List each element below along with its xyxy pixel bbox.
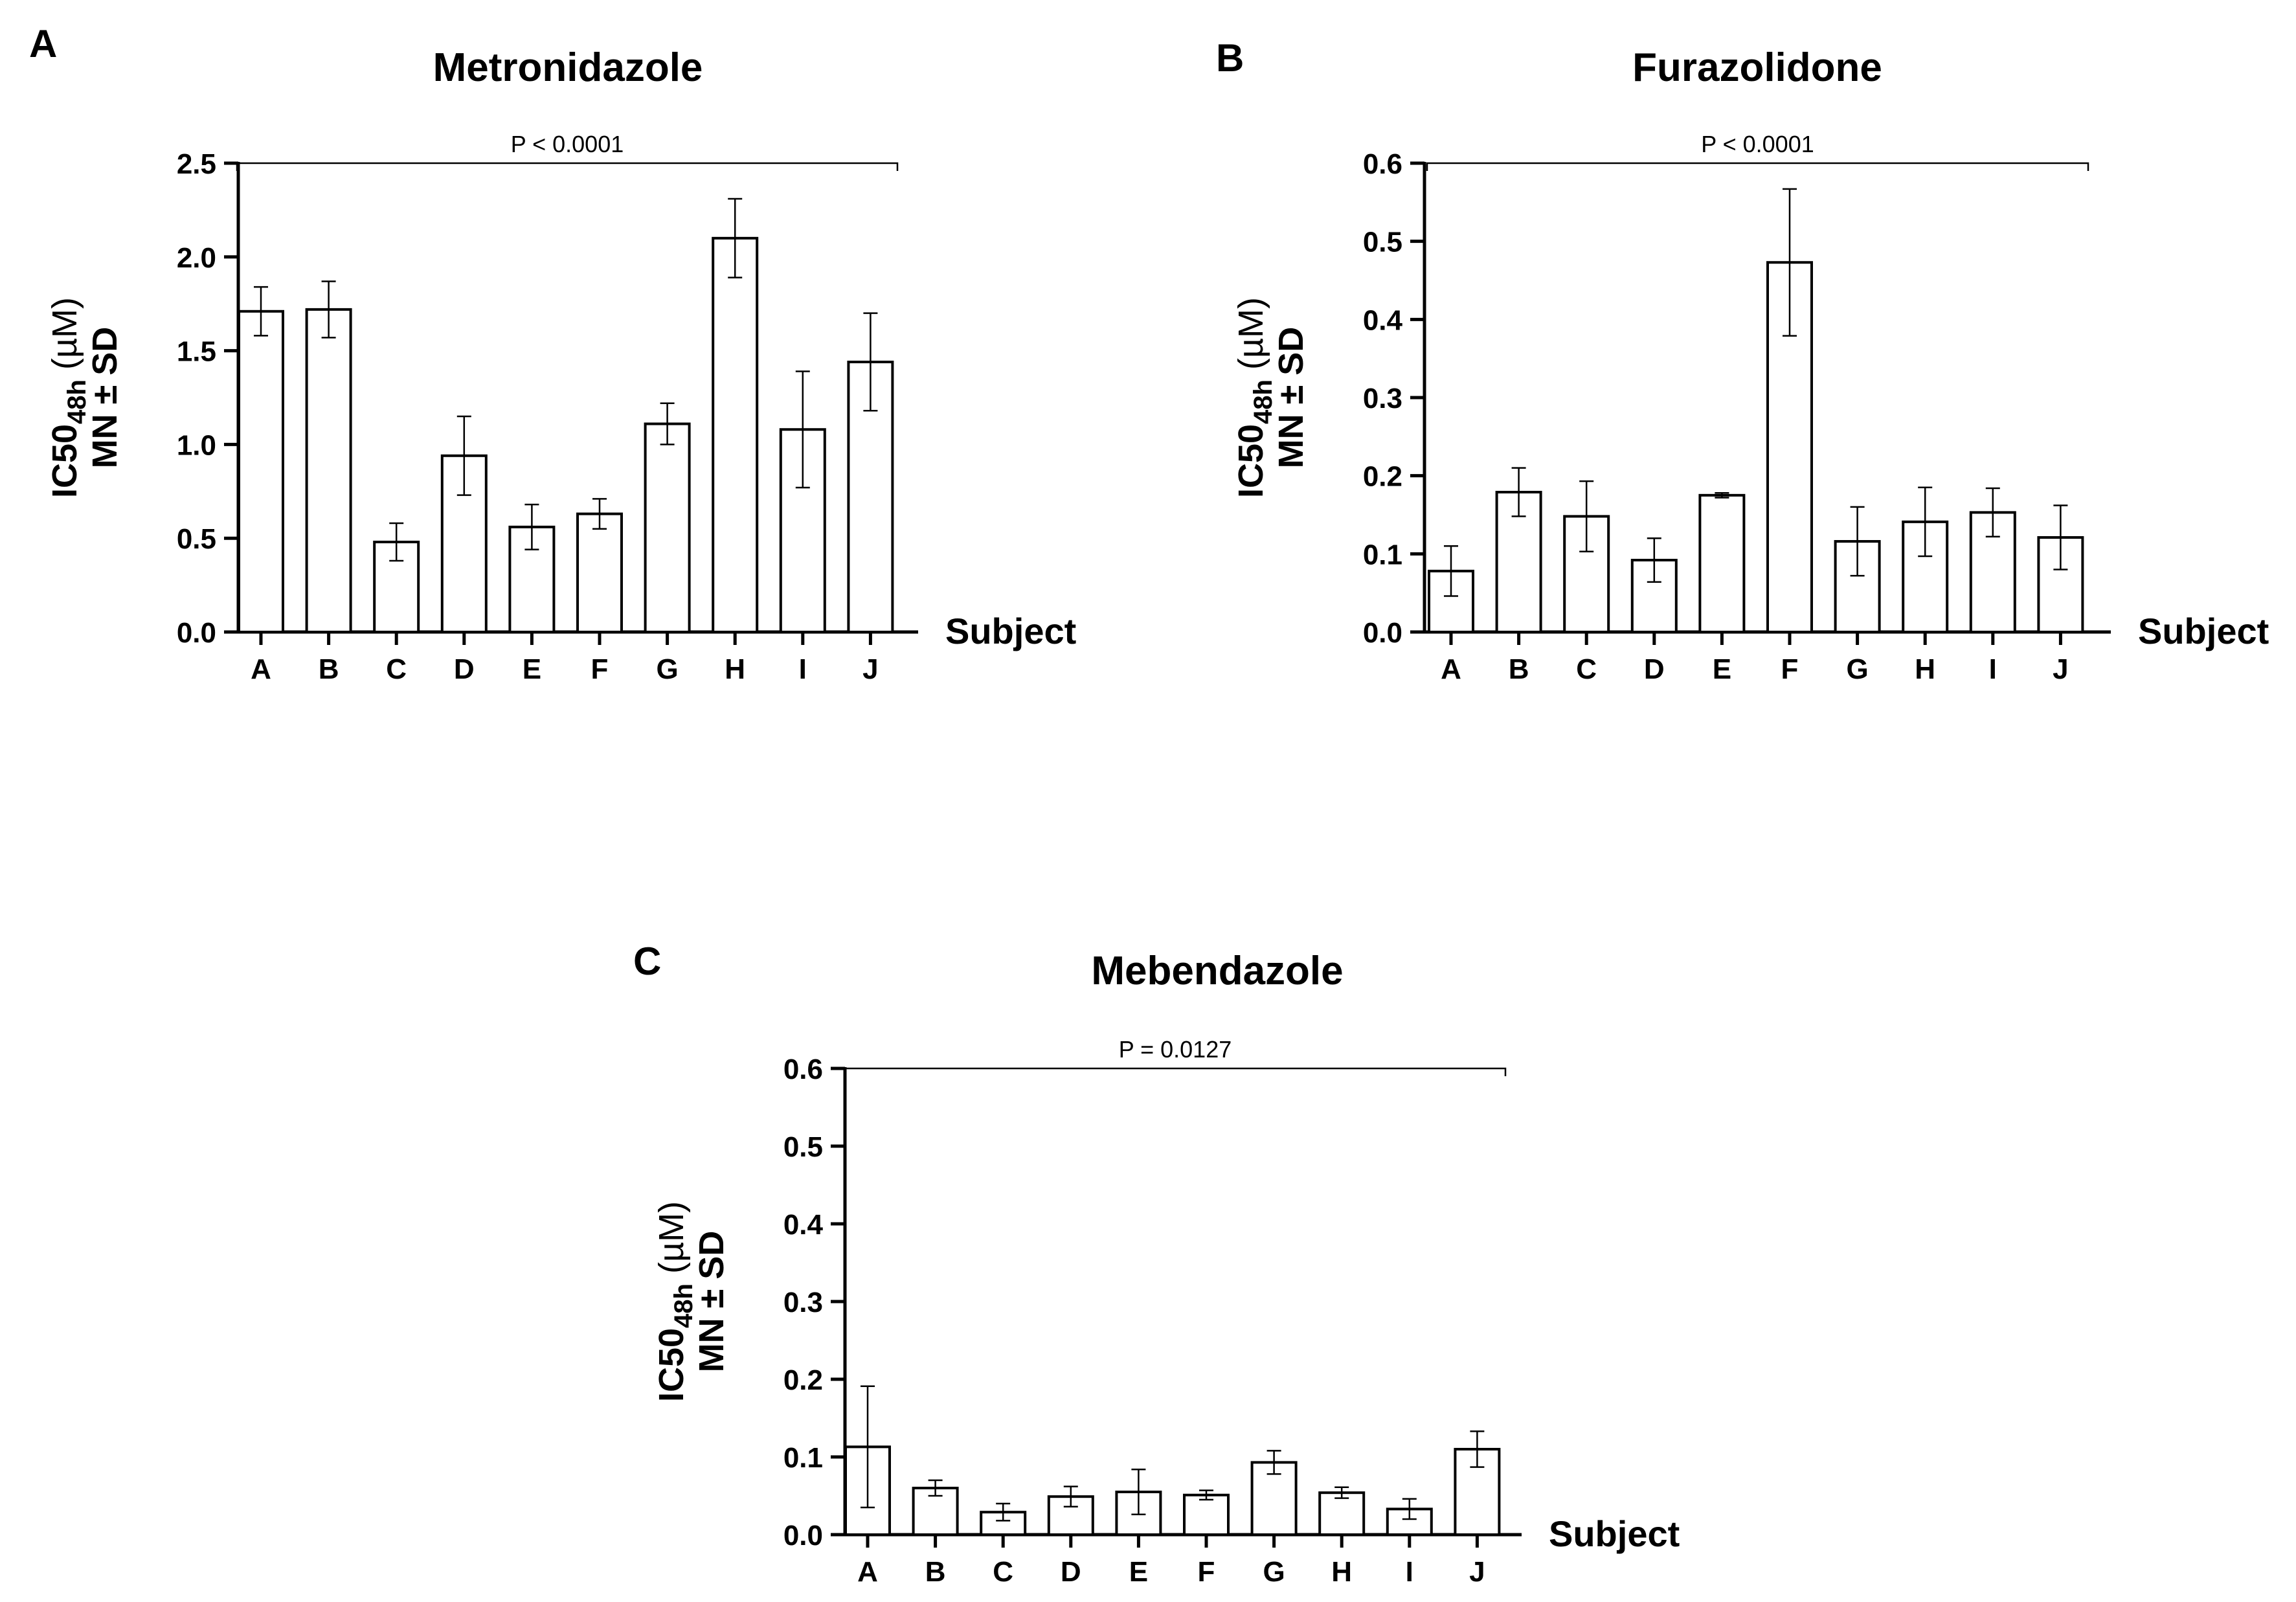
x-tick-label: H [1331, 1556, 1352, 1588]
chart-title: Mebendazole [1091, 949, 1343, 993]
panel-label: B [1216, 36, 1244, 80]
x-axis-title: Subject [945, 611, 1076, 651]
y-axis-title-line1: IC5048h (µM) [45, 297, 91, 498]
y-tick-label: 0.0 [177, 617, 216, 649]
y-label-main: IC50 [1232, 424, 1270, 498]
y-tick-label: 0.6 [1363, 148, 1402, 180]
y-label-subscript: 48h [63, 379, 91, 424]
y-axis-title-line2: MN ± SD [1272, 327, 1311, 469]
y-axis-title-line1: IC5048h (µM) [652, 1201, 698, 1402]
y-tick-label: 1.0 [177, 429, 216, 461]
x-tick-label: J [2053, 653, 2068, 685]
y-tick-label: 0.4 [1363, 304, 1403, 336]
bar-g [644, 422, 691, 633]
y-axis-title-line2: MN ± SD [692, 1231, 731, 1373]
x-tick-label: H [725, 653, 745, 685]
y-label-main: IC50 [45, 424, 84, 498]
y-tick-label: 0.1 [1363, 539, 1402, 570]
x-tick-label: H [1915, 653, 1935, 685]
y-label-subscript: 48h [1249, 379, 1277, 424]
x-axis-title: Subject [1549, 1513, 1680, 1554]
y-tick-label: 2.5 [177, 148, 216, 180]
x-tick-label: D [1644, 653, 1665, 685]
x-tick-label: J [1469, 1556, 1485, 1588]
bar-f [576, 512, 623, 633]
x-tick-label: F [1198, 1556, 1215, 1588]
x-tick-label: C [386, 653, 407, 685]
chart-panel-a: A Metronidazole 0.0 0.5 1.0 1.5 2.0 2.5 A B C D E F G H… [29, 22, 1076, 685]
x-tick-label: E [523, 653, 541, 685]
x-tick-label: J [862, 653, 878, 685]
significance-bracket [844, 1067, 1507, 1076]
chart-title: Metronidazole [433, 45, 703, 90]
x-tick-label: F [1781, 653, 1799, 685]
x-tick-label: C [1576, 653, 1597, 685]
y-tick-label: 0.0 [783, 1520, 823, 1551]
chart-panel-b: B Furazolidone 0.0 0.1 0.2 0.3 0.4 0.5 0.6 A B C D E F… [1216, 36, 2269, 685]
significance-bracket [1426, 162, 2089, 171]
significance-text: P = 0.0127 [1119, 1036, 1232, 1063]
y-label-unit: (µM) [1232, 297, 1270, 379]
y-label-unit: (µM) [652, 1201, 691, 1283]
x-tick-label: F [591, 653, 609, 685]
y-label-unit: (µM) [45, 297, 84, 379]
x-tick-label: I [1989, 653, 1997, 685]
y-tick-label: 0.3 [1363, 383, 1402, 414]
panel-label: A [29, 22, 57, 65]
y-tick-label: 0.0 [1363, 617, 1402, 649]
y-axis-title: IC5048h (µM) MN ± SD [652, 1201, 731, 1402]
x-tick-label: E [1713, 653, 1731, 685]
x-tick-label: A [857, 1556, 878, 1588]
significance-bracket [236, 162, 899, 171]
x-tick-label: G [1263, 1556, 1285, 1588]
y-tick-label: 0.2 [783, 1364, 823, 1396]
chart-title: Furazolidone [1632, 45, 1882, 90]
x-tick-label: E [1129, 1556, 1148, 1588]
y-tick-label: 0.5 [177, 523, 216, 555]
bar-h [1318, 1491, 1366, 1536]
y-tick-label: 0.5 [783, 1131, 823, 1163]
y-tick-label: 0.4 [783, 1209, 824, 1241]
y-tick-label: 2.0 [177, 242, 216, 274]
x-tick-label: B [319, 653, 339, 685]
x-tick-label: D [454, 653, 475, 685]
significance-text: P < 0.0001 [511, 131, 624, 157]
bar-b [305, 308, 352, 633]
x-tick-label: I [799, 653, 807, 685]
x-tick-label: B [1509, 653, 1529, 685]
y-axis-title: IC5048h (µM) MN ± SD [1232, 297, 1311, 498]
x-tick-label: D [1061, 1556, 1081, 1588]
bar-f [1183, 1493, 1230, 1537]
panel-label: C [633, 940, 661, 983]
x-tick-label: G [1846, 653, 1868, 685]
y-tick-label: 0.6 [783, 1054, 823, 1085]
y-axis-title-line1: IC5048h (µM) [1232, 297, 1277, 498]
y-axis-title-line2: MN ± SD [85, 327, 124, 469]
y-tick-label: 0.5 [1363, 227, 1402, 258]
bar-a [238, 310, 284, 633]
y-label-main: IC50 [652, 1328, 691, 1402]
x-tick-label: A [251, 653, 271, 685]
x-tick-label: A [1441, 653, 1461, 685]
y-label-subscript: 48h [670, 1283, 698, 1328]
y-tick-label: 1.5 [177, 336, 216, 368]
x-tick-label: C [993, 1556, 1013, 1588]
bar-e [1698, 493, 1746, 633]
chart-panel-c: C Mebendazole 0.0 0.1 0.2 0.3 0.4 0.5 0.6 A B C D E F G… [633, 940, 1680, 1588]
x-tick-label: B [925, 1556, 946, 1588]
y-tick-label: 0.1 [783, 1442, 823, 1474]
significance-text: P < 0.0001 [1701, 131, 1814, 157]
y-tick-label: 0.3 [783, 1287, 823, 1318]
x-axis-title: Subject [2138, 611, 2269, 651]
y-tick-label: 0.2 [1363, 461, 1402, 493]
bar-h [712, 236, 759, 633]
x-tick-label: I [1406, 1556, 1413, 1588]
x-tick-label: G [656, 653, 678, 685]
y-axis-title: IC5048h (µM) MN ± SD [45, 297, 124, 498]
